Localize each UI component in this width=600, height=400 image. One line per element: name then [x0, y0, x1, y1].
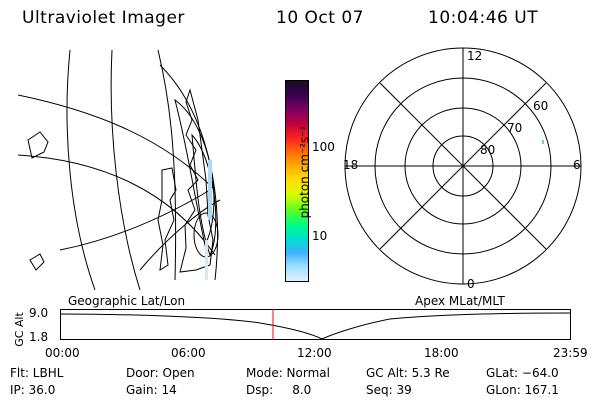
coastline [157, 167, 177, 271]
aurora-glow [208, 160, 212, 220]
x-tick-0600: 06:00 [171, 346, 206, 360]
y-tick-9: 9.0 [29, 306, 49, 320]
filter-info: Flt: LBHL [10, 366, 64, 380]
island [27, 131, 49, 159]
mlt-label-6: 6 [573, 158, 581, 172]
x-tick-1800: 18:00 [424, 346, 459, 360]
x-tick-2359: 23:59 [553, 346, 588, 360]
colorbar [285, 80, 309, 282]
dsp-info: Dsp: 8.0 [246, 383, 312, 397]
polar-plot: 12 18 6 0 60 70 80 [343, 47, 582, 291]
map-meridian [66, 49, 96, 290]
map-latitude [18, 154, 216, 256]
x-tick-0000: 00:00 [45, 346, 80, 360]
mlt-label-18: 18 [343, 158, 358, 172]
seq-info: Seq: 39 [366, 383, 412, 397]
aurora-glow [205, 240, 208, 280]
colorbar-tick-10: 10 [312, 229, 328, 243]
glon-info: GLon: 167.1 [486, 383, 559, 397]
mlt-label-12: 12 [467, 49, 482, 63]
coastline [179, 88, 214, 273]
map-latitude [139, 199, 221, 271]
map-latitude [18, 94, 216, 191]
timeline-frame [60, 309, 571, 340]
instrument-title: Ultraviolet Imager [22, 8, 185, 28]
mlt-label-0: 0 [467, 277, 475, 291]
island [29, 253, 45, 271]
altitude-curve [60, 312, 571, 340]
time-label: 10:04:46 UT [428, 8, 539, 28]
geographic-map [18, 49, 221, 290]
x-tick-1200: 12:00 [297, 346, 332, 360]
altitude-timeline [60, 309, 571, 340]
glat-info: GLat: −64.0 [486, 366, 559, 380]
y-tick-1: 1.8 [29, 330, 49, 344]
colorbar-tick-100: 100 [312, 140, 335, 154]
date-label: 10 Oct 07 [276, 8, 364, 28]
map-latitude [59, 189, 211, 251]
ip-info: IP: 36.0 [10, 383, 56, 397]
aurora-spot [542, 140, 544, 144]
lat-label-80: 80 [480, 143, 495, 157]
map-meridian [110, 49, 141, 290]
polar-diagonal [379, 82, 547, 250]
gc-alt-axis-label: GC Alt [12, 312, 26, 347]
colorbar-label: photon cm⁻²s⁻¹ [297, 125, 312, 219]
map-meridian [157, 49, 177, 281]
gc-alt-info: GC Alt: 5.3 Re [366, 366, 450, 380]
gain-info: Gain: 14 [126, 383, 177, 397]
door-info: Door: Open [126, 366, 195, 380]
mode-info: Mode: Normal [246, 366, 330, 380]
apex-coords-label: Apex MLat/MLT [415, 294, 505, 308]
lat-label-60: 60 [533, 99, 548, 113]
lat-label-70: 70 [507, 121, 522, 135]
geo-coords-label: Geographic Lat/Lon [68, 294, 186, 308]
